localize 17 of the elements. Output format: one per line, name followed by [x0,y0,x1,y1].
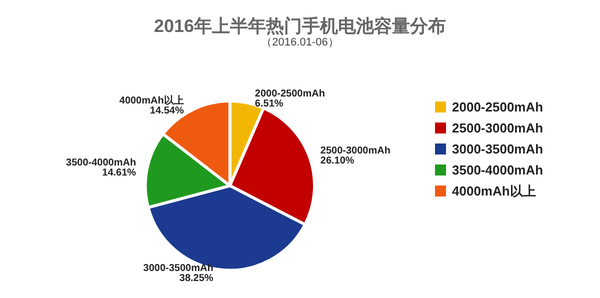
data-label: 14.54% [150,106,184,117]
slice-label: 4000mAh以上 [119,94,184,107]
data-label: 26.10% [320,155,354,166]
legend-label: 3000-3500mAh [452,142,544,156]
legend-label: 2500-3000mAh [452,120,544,136]
slice-label: 2000-2500mAh [254,88,325,100]
slice-label: 3500-4000mAh [66,158,136,169]
legend-label: 2000-2500mAh [452,100,544,114]
slice-label: 3000-3500mAh [143,263,214,274]
chart-subtitle: （2016.01-06） [261,36,339,48]
legend-label: 3500-4000mAh [452,162,544,178]
chart-title: 2016年上半年热门手机电池容量分布 [154,16,446,36]
legend-label: 4000mAh以上 [452,184,536,198]
slice-label: 2500-3000mAh [320,145,390,156]
data-label: 14.61% [102,168,136,179]
data-label: 38.25% [179,273,214,284]
data-label: 6.51% [254,98,284,110]
